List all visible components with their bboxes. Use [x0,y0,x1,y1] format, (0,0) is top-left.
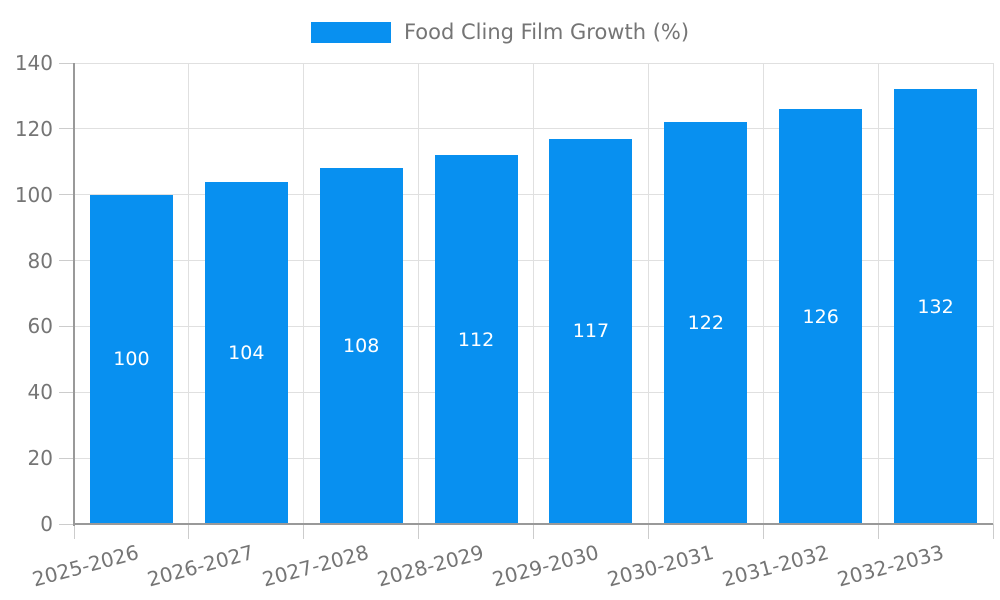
y-axis-tick-label: 20 [27,446,53,471]
x-gridline [303,63,305,524]
bar-value-label: 132 [917,295,954,318]
x-axis-line [73,523,993,525]
x-gridline [992,63,994,524]
y-axis-tick-label: 60 [27,314,53,339]
x-axis-label-text: 2030-2031 [604,540,717,592]
bar-value-label: 112 [457,328,495,351]
y-axis-tick-label: 120 [14,116,53,141]
x-gridline [188,63,190,524]
y-axis-tick [59,391,74,393]
bar[interactable]: 104 [204,181,288,524]
y-axis-tick [59,62,74,64]
y-axis-tick-label: 0 [40,512,53,536]
x-axis-label-text: 2027-2028 [259,540,372,592]
bar[interactable]: 108 [319,168,403,524]
y-axis-tick-label: 80 [27,248,53,273]
x-axis-tick [762,524,764,539]
legend-label: Food Cling Film Growth (%) [403,20,690,44]
x-axis-label-text: 2026-2027 [145,540,257,592]
x-axis-tick [303,524,305,539]
x-gridline [533,63,534,524]
y-axis-tick [59,523,74,525]
y-axis-tick-label: 100 [14,182,53,207]
x-axis-label-text: 2029-2030 [489,540,602,592]
bar-value-label: 108 [343,335,380,358]
bar[interactable]: 132 [894,89,978,524]
bar[interactable]: 122 [664,122,748,524]
x-axis-tick [647,524,649,539]
bar-value-label: 100 [113,348,150,371]
bar-value-label: 122 [687,312,724,335]
y-axis-tick-label: 140 [14,51,53,75]
x-gridline [647,63,649,524]
x-gridline [877,63,879,524]
y-axis-tick [59,128,74,130]
x-axis-label-text: 2028-2029 [374,540,487,592]
x-gridline [418,63,420,524]
x-axis-label-text: 2031-2032 [719,540,831,592]
bar[interactable]: 112 [434,155,518,524]
legend[interactable]: Food Cling Film Growth (%) [0,20,1000,44]
bar[interactable]: 126 [779,109,863,524]
y-axis-line [73,63,75,526]
x-axis-label-text: 2032-2033 [834,540,946,592]
y-axis-tick [59,260,74,262]
x-axis-tick [877,524,879,539]
y-axis-tick [59,194,74,196]
x-axis-label-text: 2025-2026 [30,540,142,592]
x-axis-tick [188,524,190,539]
bar-value-label: 104 [228,341,265,364]
x-axis-tick [418,524,420,539]
x-gridline [762,63,764,524]
bar-value-label: 117 [572,320,610,343]
x-axis-tick [992,524,994,539]
bar[interactable]: 100 [89,194,173,524]
y-axis-tick-label: 40 [27,380,53,405]
y-axis-tick [59,457,74,459]
plot-area: 0 20 40 60 80 100 120 140 100 2025-2026 104 2026-20… [15,51,994,591]
legend-swatch [310,21,391,43]
bar-value-label: 126 [802,305,839,328]
bar[interactable]: 117 [549,138,633,524]
x-axis-tick [533,524,534,539]
x-axis-tick [73,524,75,539]
y-axis-tick [59,325,74,327]
